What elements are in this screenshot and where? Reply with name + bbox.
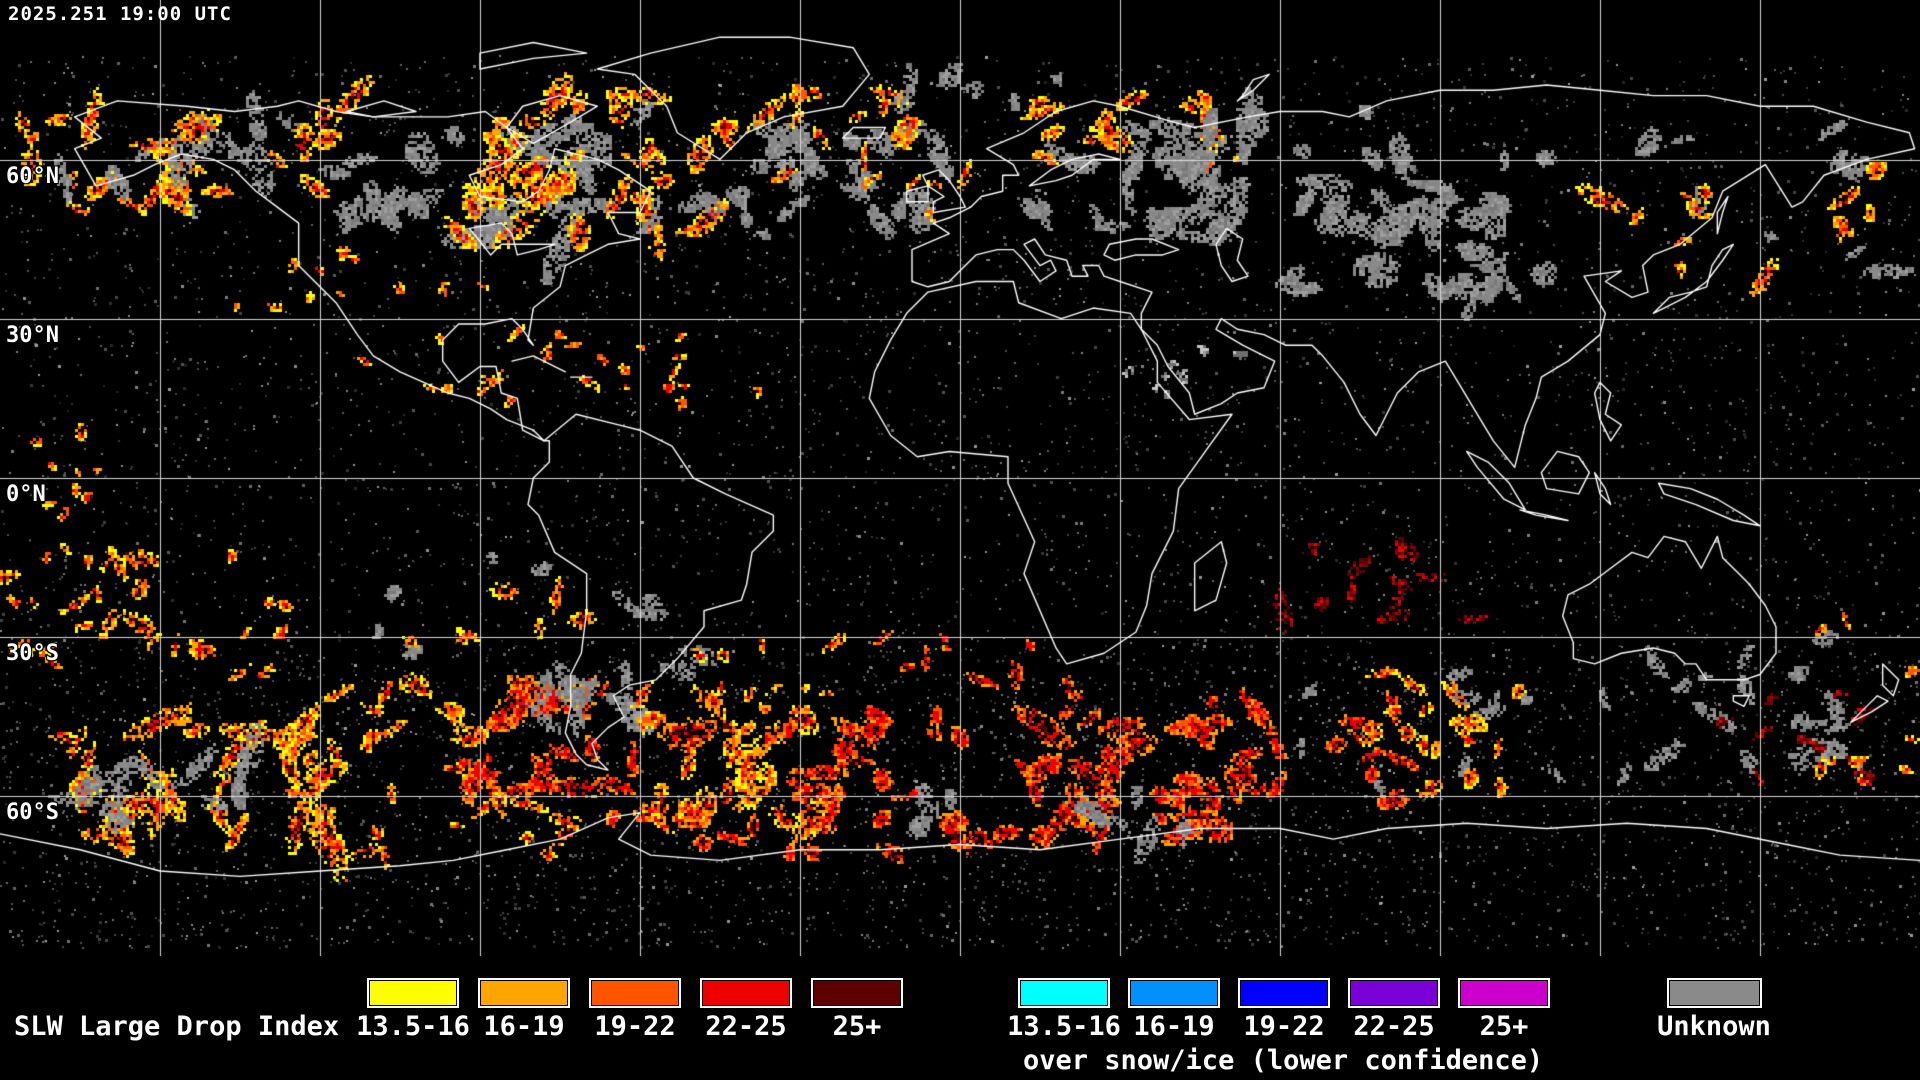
legend-class-label: 16-19 bbox=[1133, 1011, 1215, 1042]
legend-swatch-snow-classes-1 bbox=[1128, 978, 1220, 1008]
legend-swatch-snow-classes-2 bbox=[1238, 978, 1330, 1008]
legend-class-label: 25+ bbox=[1479, 1011, 1529, 1042]
legend-swatch-classes-0 bbox=[367, 978, 459, 1008]
legend-class-label: 19-22 bbox=[1243, 1011, 1325, 1042]
legend-title: SLW Large Drop Index bbox=[14, 1011, 340, 1042]
legend-class-label: 19-22 bbox=[594, 1011, 676, 1042]
legend-swatch-classes-2 bbox=[589, 978, 681, 1008]
timestamp: 2025.251 19:00 UTC bbox=[8, 3, 232, 25]
legend-unknown-label: Unknown bbox=[1657, 1011, 1771, 1042]
legend-class-label: 16-19 bbox=[483, 1011, 565, 1042]
legend-snow-caption: over snow/ice (lower confidence) bbox=[1023, 1045, 1544, 1076]
legend-swatch-snow-classes-3 bbox=[1348, 978, 1440, 1008]
world-map-canvas bbox=[0, 0, 1920, 956]
legend-swatch-snow-classes-0 bbox=[1018, 978, 1110, 1008]
latitude-label-60s: 60°S bbox=[6, 800, 59, 825]
legend-swatch-snow-classes-4 bbox=[1458, 978, 1550, 1008]
latitude-label-30n: 30°N bbox=[6, 323, 59, 348]
latitude-label-0n: 0°N bbox=[6, 482, 46, 507]
legend-swatch-classes-1 bbox=[478, 978, 570, 1008]
legend-class-label: 25+ bbox=[832, 1011, 882, 1042]
legend-unknown-swatch bbox=[1667, 978, 1762, 1008]
legend-class-label: 22-25 bbox=[705, 1011, 787, 1042]
legend-class-label: 13.5-16 bbox=[1007, 1011, 1121, 1042]
legend-swatch-classes-4 bbox=[811, 978, 903, 1008]
legend-swatch-classes-3 bbox=[700, 978, 792, 1008]
legend-class-label: 13.5-16 bbox=[356, 1011, 470, 1042]
legend-class-label: 22-25 bbox=[1353, 1011, 1435, 1042]
latitude-label-30s: 30°S bbox=[6, 641, 59, 666]
latitude-label-60n: 60°N bbox=[6, 164, 59, 189]
